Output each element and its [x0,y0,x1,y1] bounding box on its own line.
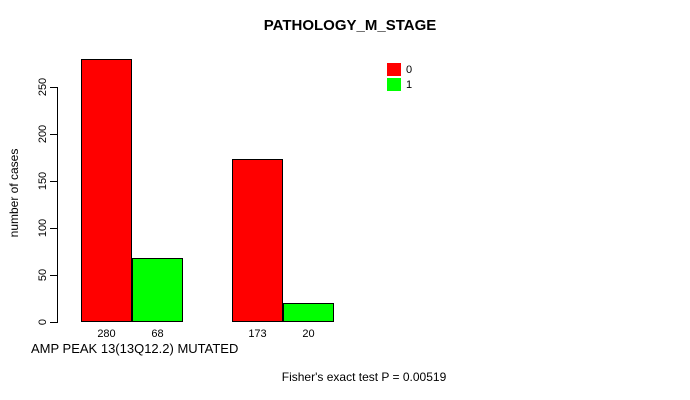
bar-value-label: 280 [97,328,116,340]
legend-label: 0 [406,63,413,76]
legend-swatch-0 [387,63,401,76]
x-axis-label: AMP PEAK 13(13Q12.2) MUTATED [31,341,239,356]
bar-value-label: 173 [248,328,267,340]
legend-swatch-1 [387,78,401,91]
bar-series-1-group-1 [132,258,183,322]
y-axis-tick [50,322,57,323]
y-axis-tick [50,134,57,135]
y-axis-label: number of cases [7,148,21,238]
y-axis-line [57,87,58,323]
bar-series-0-group-2 [232,159,283,322]
legend-item: 1 [387,78,412,91]
y-axis-tick [50,275,57,276]
legend-label: 1 [406,78,413,91]
y-axis-tick-label: 200 [37,124,49,144]
bar-series-0-group-1 [81,59,132,322]
y-axis-tick [50,228,57,229]
fisher-test-label: Fisher's exact test P = 0.00519 [281,370,447,384]
bar-series-1-group-2 [283,303,334,322]
bar-value-label: 68 [151,328,164,340]
bar-value-label: 20 [302,328,315,340]
chart-title: PATHOLOGY_M_STAGE [263,17,437,34]
y-axis-tick-label: 250 [37,77,49,97]
y-axis-tick-label: 50 [37,268,49,282]
legend-item: 0 [387,63,412,76]
y-axis-tick [50,181,57,182]
y-axis-tick-label: 150 [37,171,49,191]
y-axis-tick-label: 100 [37,218,49,238]
y-axis-tick-label: 0 [37,318,49,326]
y-axis-tick [50,87,57,88]
